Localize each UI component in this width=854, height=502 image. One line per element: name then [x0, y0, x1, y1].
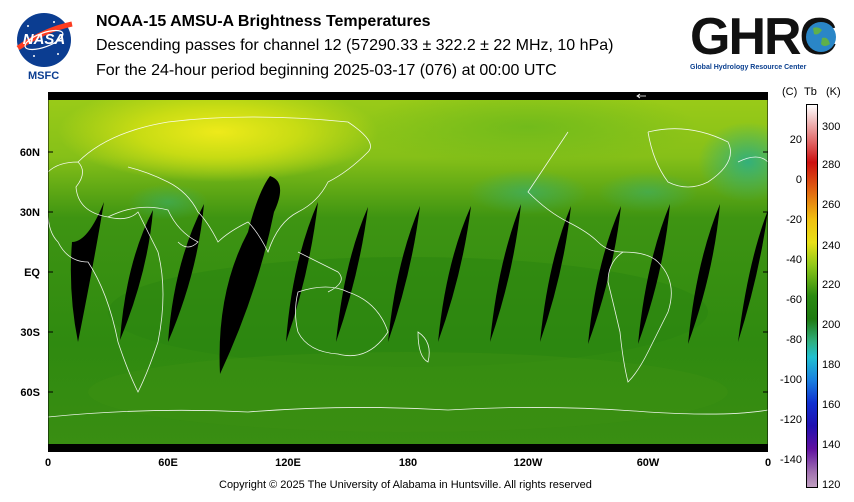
nasa-text: NASA [22, 31, 66, 48]
lon-label-120w: 120W [513, 457, 543, 469]
lon-label-60w: 60W [636, 457, 660, 469]
celsius-tick: -60 [786, 294, 802, 306]
lat-label-eq: EQ [24, 267, 40, 279]
colorbar [806, 104, 818, 488]
kelvin-tick: 200 [822, 319, 841, 331]
kelvin-tick: 220 [822, 279, 841, 291]
celsius-tick: 20 [789, 134, 802, 146]
kelvin-tick: 280 [822, 159, 841, 171]
arrow-marker [636, 93, 646, 99]
lat-label-60n: 60N [19, 147, 40, 159]
copyright-notice: Copyright © 2025 The University of Alaba… [219, 479, 592, 491]
lat-label-60s: 60S [20, 387, 40, 399]
lon-label-180: 180 [398, 457, 418, 469]
celsius-tick: -80 [786, 334, 802, 346]
celsius-tick: 0 [795, 174, 802, 186]
page-title: NOAA-15 AMSU-A Brightness Temperatures [96, 13, 431, 30]
lon-label-0-right: 0 [764, 457, 772, 469]
colorbar-unit-tb: Tb [804, 86, 817, 98]
period-description: For the 24-hour period beginning 2025-03… [96, 62, 557, 79]
lat-label-30n: 30N [19, 207, 40, 219]
msfc-label: MSFC [28, 70, 60, 82]
kelvin-tick: 120 [822, 479, 841, 491]
coastlines [48, 116, 768, 418]
celsius-tick: -140 [779, 454, 802, 466]
channel-description: Descending passes for channel 12 (57290.… [96, 37, 614, 54]
lon-label-60e: 60E [158, 457, 178, 469]
swath-gaps [70, 176, 768, 374]
celsius-tick: -100 [779, 374, 802, 386]
kelvin-tick: 180 [822, 359, 841, 371]
celsius-tick: -20 [786, 214, 802, 226]
kelvin-tick: 260 [822, 199, 841, 211]
globe-icon [806, 22, 836, 52]
nasa-meatball-icon [16, 13, 73, 67]
lat-label-30s: 30S [20, 327, 40, 339]
ghrc-tagline: Global Hydrology Resource Center [690, 64, 807, 71]
lon-label-120e: 120E [275, 457, 301, 469]
brightness-temperature-map [48, 92, 768, 452]
celsius-tick: -40 [786, 254, 802, 266]
kelvin-tick: 240 [822, 240, 841, 252]
celsius-tick: -120 [779, 414, 802, 426]
kelvin-tick: 300 [822, 121, 841, 133]
lon-label-0: 0 [44, 457, 52, 469]
colorbar-unit-c: (C) [782, 86, 798, 98]
kelvin-tick: 160 [822, 399, 841, 411]
ghrc-logo: GHRC Global Hydrology Resource Center [688, 8, 848, 78]
colorbar-unit-k: (K) [826, 86, 841, 98]
kelvin-tick: 140 [822, 439, 841, 451]
nasa-logo: NASA [14, 10, 74, 70]
